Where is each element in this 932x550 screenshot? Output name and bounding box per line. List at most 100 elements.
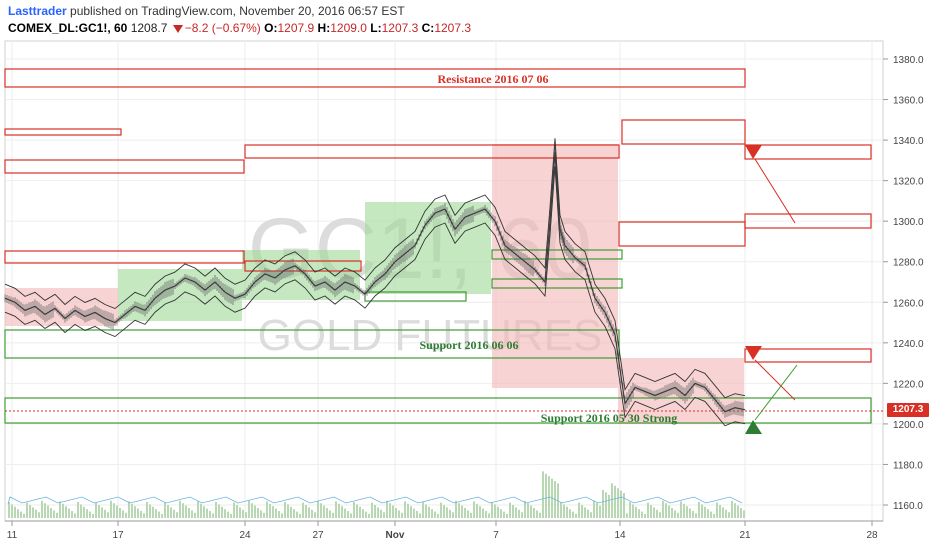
volume-bar	[368, 514, 370, 518]
volume-bar	[515, 507, 517, 518]
volume-bar	[350, 513, 352, 518]
volume-bar	[380, 509, 382, 518]
volume-bar	[608, 494, 610, 518]
volume-bar	[737, 505, 739, 518]
volume-bar	[221, 506, 223, 518]
volume-bar	[671, 508, 673, 518]
volume-bar	[500, 509, 502, 518]
level-box-j[interactable]	[744, 348, 872, 363]
y-tick-label: 1340.0	[893, 136, 924, 147]
support-label-mid[interactable]: Support 2016 06 06	[419, 338, 518, 352]
volume-bar	[422, 502, 424, 518]
volume-bar	[404, 501, 406, 518]
volume-bar	[347, 511, 349, 518]
volume-bar	[641, 511, 643, 518]
level-box-c[interactable]	[244, 144, 620, 159]
volume-bar	[533, 508, 535, 518]
volume-bar	[359, 506, 361, 518]
volume-bar	[338, 503, 340, 518]
projection-line-1	[754, 158, 796, 224]
volume-bar	[455, 500, 457, 518]
volume-bar	[134, 506, 136, 518]
support-box-2016-06-06[interactable]	[4, 329, 620, 359]
volume-bar	[20, 511, 22, 518]
volume-bar	[149, 504, 151, 518]
resistance-label[interactable]: Resistance 2016 07 06	[438, 72, 549, 86]
close-value: 1207.3	[434, 21, 472, 35]
zone-green-2[interactable]	[242, 250, 360, 300]
volume-bar	[206, 508, 208, 518]
volume-bar	[722, 507, 724, 518]
volume-bar	[227, 511, 229, 518]
volume-bar	[689, 508, 691, 518]
price-axis[interactable]: 1160.0 1180.0 1200.0 1220.0 1240.0 1260.0 1280…	[883, 55, 924, 512]
volume-bar	[275, 508, 277, 518]
volume-bar	[383, 512, 385, 518]
down-arrow-marker-2[interactable]	[745, 346, 762, 360]
support-box-c[interactable]	[491, 278, 623, 289]
volume-bar	[293, 509, 295, 518]
support-box-b[interactable]	[491, 249, 623, 260]
high-value: 1209.0	[330, 21, 367, 35]
volume-bar	[443, 505, 445, 518]
volume-bar	[398, 510, 400, 518]
level-box-d[interactable]	[621, 119, 746, 145]
volume-bar	[56, 512, 58, 518]
open-value: 1207.9	[277, 21, 315, 35]
volume-bar	[701, 504, 703, 518]
volume-bar	[569, 509, 571, 518]
level-box-e[interactable]	[744, 144, 872, 160]
volume-bar	[434, 511, 436, 518]
volume-bar	[92, 514, 94, 518]
price-change: −8.2 (−0.67%)	[184, 21, 261, 35]
x-tick-label: 21	[739, 530, 751, 541]
volume-bar	[155, 509, 157, 518]
volume-bar	[191, 510, 193, 518]
down-arrow-marker-1[interactable]	[745, 145, 762, 159]
level-box-f[interactable]	[4, 250, 245, 264]
volume-bar	[476, 503, 478, 518]
resistance-box-2016-07-06[interactable]	[4, 68, 746, 88]
volume-bar	[377, 507, 379, 518]
level-box-a[interactable]	[4, 128, 122, 136]
volume-bar	[581, 505, 583, 518]
volume-bar	[542, 471, 544, 518]
volume-bar	[644, 514, 646, 518]
volume-bar	[311, 509, 313, 518]
volume-bar	[539, 512, 541, 518]
level-box-b[interactable]	[4, 159, 245, 174]
volume-bar	[545, 473, 547, 518]
low-label: L:	[370, 21, 382, 35]
symbol-label[interactable]: COMEX_DL:GC1!, 60	[8, 21, 128, 35]
volume-bar	[719, 505, 721, 518]
up-arrow-marker[interactable]	[745, 420, 762, 434]
volume-bar	[308, 507, 310, 518]
volume-bar	[479, 506, 481, 518]
volume-bar	[656, 509, 658, 518]
volume-bar	[686, 506, 688, 518]
volume-bar	[329, 510, 331, 518]
volume-bar	[365, 511, 367, 518]
volume-bar	[209, 511, 211, 518]
support-label-low[interactable]: Support 2016 05 30 Strong	[541, 411, 677, 425]
volume-bar	[662, 500, 664, 518]
projection-line-2	[754, 359, 796, 401]
volume-bar	[50, 508, 52, 518]
zone-green-3[interactable]	[365, 202, 491, 294]
volume-bar	[212, 513, 214, 518]
volume-bar	[83, 506, 85, 518]
price-chart[interactable]: GC1!, 60 GOLD FUTURES Resistanc	[0, 38, 932, 550]
volume-bar	[707, 509, 709, 518]
author-link[interactable]: Lasttrader	[8, 4, 67, 18]
volume-bar	[233, 502, 235, 518]
volume-bar	[353, 502, 355, 518]
x-tick-label: 28	[866, 530, 878, 541]
level-box-i[interactable]	[744, 213, 872, 229]
last-price-tag: 1207.3	[887, 403, 929, 417]
volume-bar	[98, 505, 100, 518]
volume-bar	[578, 502, 580, 518]
time-axis[interactable]: 11 17 24 27 Nov 7 14 21 28	[5, 520, 883, 541]
projection-line-3	[754, 364, 798, 421]
level-box-h[interactable]	[618, 221, 746, 247]
volume-bar	[527, 503, 529, 518]
